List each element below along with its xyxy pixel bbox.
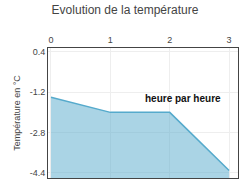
svg-text:3: 3 (227, 35, 232, 45)
svg-text:-2.8: -2.8 (30, 128, 46, 138)
svg-text:-1.2: -1.2 (30, 87, 46, 97)
svg-text:heure par heure: heure par heure (145, 93, 221, 104)
svg-text:-4.4: -4.4 (30, 168, 46, 178)
svg-text:1: 1 (108, 35, 113, 45)
svg-text:0: 0 (48, 35, 53, 45)
svg-text:0.4: 0.4 (33, 47, 46, 57)
svg-text:Evolution de la température: Evolution de la température (52, 3, 199, 17)
svg-text:Température en °C: Température en °C (12, 75, 22, 151)
svg-text:2: 2 (167, 35, 172, 45)
